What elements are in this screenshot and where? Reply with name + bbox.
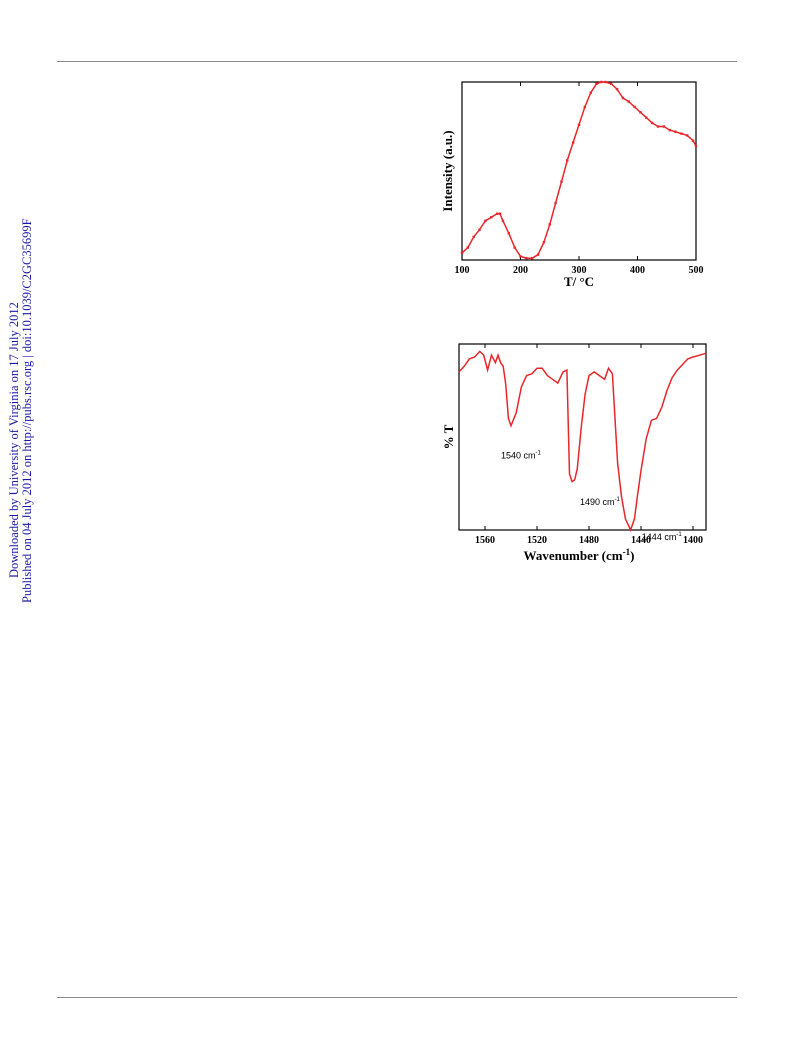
data-point — [656, 125, 660, 128]
data-point — [668, 128, 671, 132]
data-point — [650, 121, 654, 125]
data-point — [560, 180, 563, 183]
data-point — [595, 82, 598, 85]
plot-frame — [458, 343, 707, 531]
data-point — [554, 201, 557, 205]
data-point — [548, 223, 551, 226]
data-point — [490, 216, 493, 219]
y-axis-label: Intensity (a.u.) — [440, 130, 455, 211]
intensity-curve — [461, 81, 697, 259]
data-point — [484, 219, 487, 223]
y-axis-label: % T — [441, 424, 456, 449]
data-point — [609, 82, 613, 85]
peak-annotation: 1540 cm-1 — [501, 451, 542, 461]
data-point — [531, 257, 534, 260]
data-point — [694, 144, 698, 148]
peak-annotation-sup: -1 — [676, 532, 682, 538]
data-point — [680, 132, 683, 135]
data-point — [507, 232, 510, 235]
peak-annotation: 1490 cm-1 — [580, 497, 621, 507]
x-axis-label: T/ °C — [564, 274, 594, 289]
x-axis-label: Wavenumber (cm-1) — [524, 547, 635, 563]
x-tick-label: 300 — [572, 265, 587, 276]
data-point — [583, 105, 587, 109]
x-tick-label: 1400 — [683, 535, 703, 546]
data-point — [686, 134, 689, 137]
data-point — [478, 228, 481, 231]
doi-watermark[interactable]: Published on 04 July 2012 on http://pubs… — [20, 218, 34, 603]
header-rule — [57, 61, 737, 62]
x-tick-label: 1480 — [579, 535, 599, 546]
data-point — [589, 91, 592, 94]
peak-annotation-sup: -1 — [536, 451, 542, 457]
peak-annotation-sup: -1 — [615, 497, 621, 503]
x-tick-label: 400 — [630, 265, 645, 276]
ir-spectrum-chart: 1560 1520 1480 1440 1400 1540 cm-1 1490 cm-1 1… — [441, 343, 707, 563]
data-point — [501, 219, 505, 223]
x-tick-label: 1440 — [631, 535, 651, 546]
data-point — [604, 80, 607, 84]
data-point — [472, 235, 475, 239]
footer-rule — [57, 997, 737, 998]
data-point — [691, 139, 695, 142]
peak-annotation: 1444 cm-1 — [642, 532, 683, 542]
data-point — [600, 80, 603, 84]
data-point — [633, 105, 636, 109]
tpd-chart: 100 200 300 400 500 T/ °C Intensity (a.u.) — [440, 80, 704, 289]
data-point — [460, 251, 464, 255]
x-tick-label: 1520 — [527, 535, 547, 546]
x-tick-label: 200 — [513, 265, 528, 276]
data-point — [615, 87, 619, 91]
data-point — [645, 116, 648, 119]
x-tick-label: 100 — [455, 265, 470, 276]
data-point — [662, 125, 666, 128]
data-point — [495, 212, 499, 215]
data-point — [639, 111, 642, 114]
data-point — [577, 123, 581, 126]
plot-frame — [461, 81, 697, 261]
data-point — [498, 212, 502, 215]
x-tick-label: 1560 — [475, 535, 495, 546]
data-point — [566, 159, 569, 162]
data-point — [621, 96, 625, 100]
data-point — [513, 246, 516, 249]
transmittance-curve — [458, 350, 707, 532]
data-point — [466, 246, 470, 249]
data-point — [674, 130, 677, 134]
data-point — [571, 141, 575, 144]
data-point — [542, 241, 546, 244]
data-point — [536, 253, 540, 256]
data-point — [627, 100, 630, 103]
x-tick-label: 500 — [689, 265, 704, 276]
data-point — [519, 255, 522, 258]
data-point — [525, 257, 528, 260]
